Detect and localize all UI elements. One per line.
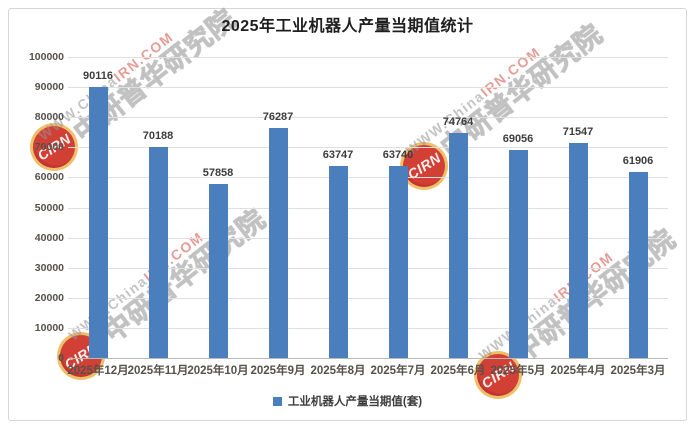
value-label: 63747: [322, 149, 354, 162]
y-axis-tick-label: 100000: [28, 51, 64, 63]
value-label: 63740: [382, 149, 414, 162]
x-axis-tick-label: 2025年6月: [430, 365, 486, 377]
x-axis-tick-label: 2025年10月: [187, 365, 249, 377]
bar-2025年3月: [628, 171, 648, 358]
value-label: 57858: [202, 166, 234, 179]
legend-swatch-icon: [272, 396, 282, 406]
bar-2025年12月: [88, 86, 108, 358]
bar-2025年4月: [568, 142, 588, 358]
value-label: 69056: [502, 133, 534, 146]
value-label: 70188: [142, 129, 174, 142]
y-axis-tick-label: 80000: [34, 111, 64, 124]
bar-2025年10月: [208, 183, 228, 358]
gridline: [68, 57, 668, 58]
bar-2025年6月: [448, 132, 468, 358]
x-axis-tick-label: 2025年11月: [127, 365, 189, 377]
y-axis-tick-label: 30000: [34, 261, 64, 274]
value-label: 74764: [442, 115, 474, 128]
x-axis-tick-label: 2025年7月: [370, 365, 426, 377]
gridline: [68, 147, 668, 149]
x-axis-tick-label: 2025年5月: [490, 365, 546, 377]
y-axis-tick-label: 10000: [34, 321, 64, 334]
x-axis-tick-label: 2025年3月: [610, 365, 666, 377]
gridline: [68, 297, 668, 299]
y-axis-tick-label: 60000: [34, 171, 64, 184]
value-label: 76287: [262, 111, 294, 124]
gridline: [68, 177, 668, 179]
gridline: [68, 237, 668, 239]
x-axis-tick-label: 2025年12月: [67, 365, 129, 377]
x-axis-tick-label: 2025年9月: [250, 365, 306, 377]
gridline: [68, 117, 668, 119]
bar-2025年9月: [268, 128, 288, 358]
gridline: [68, 327, 668, 329]
y-axis-tick-label: 40000: [34, 231, 64, 244]
y-axis-tick-label: 0: [58, 352, 64, 364]
y-axis-tick-label: 20000: [34, 291, 64, 304]
legend-label: 工业机器人产量当期值(套): [287, 396, 423, 408]
legend: 工业机器人产量当期值(套): [0, 393, 695, 409]
bar-2025年5月: [508, 150, 528, 358]
x-axis-tick-label: 2025年4月: [550, 365, 606, 377]
y-axis-tick-label: 70000: [34, 141, 64, 154]
x-axis-line: [68, 358, 668, 359]
x-axis-tick-label: 2025年8月: [310, 365, 366, 377]
value-label: 90116: [83, 69, 113, 82]
y-axis-tick-label: 90000: [34, 81, 64, 94]
gridline: [68, 87, 668, 89]
value-label: 61906: [622, 154, 654, 167]
gridline: [68, 207, 668, 209]
value-label: 71547: [562, 125, 594, 138]
gridline: [68, 267, 668, 269]
bar-2025年7月: [388, 166, 408, 358]
bar-2025年8月: [328, 166, 348, 358]
y-axis-tick-label: 50000: [34, 201, 64, 214]
chart-title: 2025年工业机器人产量当期值统计: [221, 18, 474, 35]
bar-2025年11月: [148, 146, 168, 358]
